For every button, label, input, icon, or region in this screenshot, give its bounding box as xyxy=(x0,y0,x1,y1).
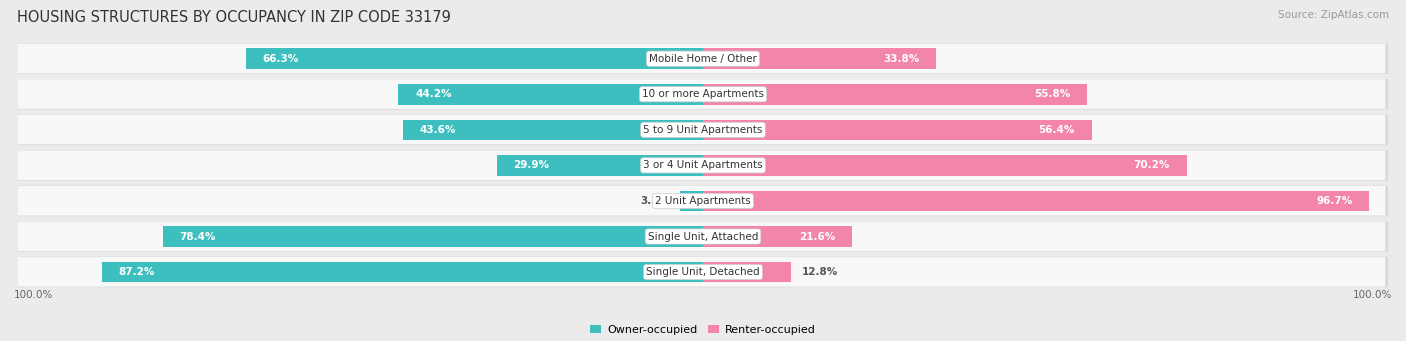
Text: 66.3%: 66.3% xyxy=(263,54,299,64)
FancyBboxPatch shape xyxy=(18,150,1385,180)
Text: 56.4%: 56.4% xyxy=(1039,125,1076,135)
Text: 10 or more Apartments: 10 or more Apartments xyxy=(643,89,763,99)
Text: 43.6%: 43.6% xyxy=(419,125,456,135)
Text: HOUSING STRUCTURES BY OCCUPANCY IN ZIP CODE 33179: HOUSING STRUCTURES BY OCCUPANCY IN ZIP C… xyxy=(17,10,451,25)
Text: 44.2%: 44.2% xyxy=(415,89,451,99)
FancyBboxPatch shape xyxy=(18,115,1385,144)
Text: 21.6%: 21.6% xyxy=(799,232,835,241)
FancyBboxPatch shape xyxy=(18,44,1385,73)
Bar xyxy=(703,191,1369,211)
FancyBboxPatch shape xyxy=(18,43,1388,74)
Text: Single Unit, Attached: Single Unit, Attached xyxy=(648,232,758,241)
Text: 2 Unit Apartments: 2 Unit Apartments xyxy=(655,196,751,206)
Text: 100.0%: 100.0% xyxy=(14,290,53,300)
FancyBboxPatch shape xyxy=(18,79,1388,109)
Bar xyxy=(496,155,703,176)
Text: 96.7%: 96.7% xyxy=(1316,196,1353,206)
FancyBboxPatch shape xyxy=(18,150,1388,181)
Text: 78.4%: 78.4% xyxy=(180,232,217,241)
Bar xyxy=(681,191,703,211)
Text: Single Unit, Detached: Single Unit, Detached xyxy=(647,267,759,277)
Bar xyxy=(103,262,703,282)
Bar xyxy=(398,84,703,105)
FancyBboxPatch shape xyxy=(18,222,1385,251)
Bar xyxy=(703,48,936,69)
Text: 70.2%: 70.2% xyxy=(1133,160,1170,170)
Bar xyxy=(703,155,1187,176)
Text: 5 to 9 Unit Apartments: 5 to 9 Unit Apartments xyxy=(644,125,762,135)
Text: 12.8%: 12.8% xyxy=(803,267,838,277)
Text: 87.2%: 87.2% xyxy=(118,267,155,277)
Bar xyxy=(703,119,1091,140)
FancyBboxPatch shape xyxy=(18,79,1385,109)
Bar xyxy=(703,226,852,247)
FancyBboxPatch shape xyxy=(18,257,1385,287)
Legend: Owner-occupied, Renter-occupied: Owner-occupied, Renter-occupied xyxy=(586,320,820,339)
Bar xyxy=(246,48,703,69)
Text: Mobile Home / Other: Mobile Home / Other xyxy=(650,54,756,64)
FancyBboxPatch shape xyxy=(18,186,1388,216)
Text: 29.9%: 29.9% xyxy=(513,160,550,170)
Text: 33.8%: 33.8% xyxy=(883,54,920,64)
Bar xyxy=(163,226,703,247)
Text: 3 or 4 Unit Apartments: 3 or 4 Unit Apartments xyxy=(643,160,763,170)
Text: 3.3%: 3.3% xyxy=(640,196,669,206)
Text: 55.8%: 55.8% xyxy=(1035,89,1071,99)
Text: 100.0%: 100.0% xyxy=(1353,290,1392,300)
Bar xyxy=(703,262,792,282)
Bar xyxy=(402,119,703,140)
FancyBboxPatch shape xyxy=(18,186,1385,216)
FancyBboxPatch shape xyxy=(18,115,1388,145)
Bar xyxy=(703,84,1087,105)
FancyBboxPatch shape xyxy=(18,221,1388,252)
Text: Source: ZipAtlas.com: Source: ZipAtlas.com xyxy=(1278,10,1389,20)
FancyBboxPatch shape xyxy=(18,257,1388,287)
